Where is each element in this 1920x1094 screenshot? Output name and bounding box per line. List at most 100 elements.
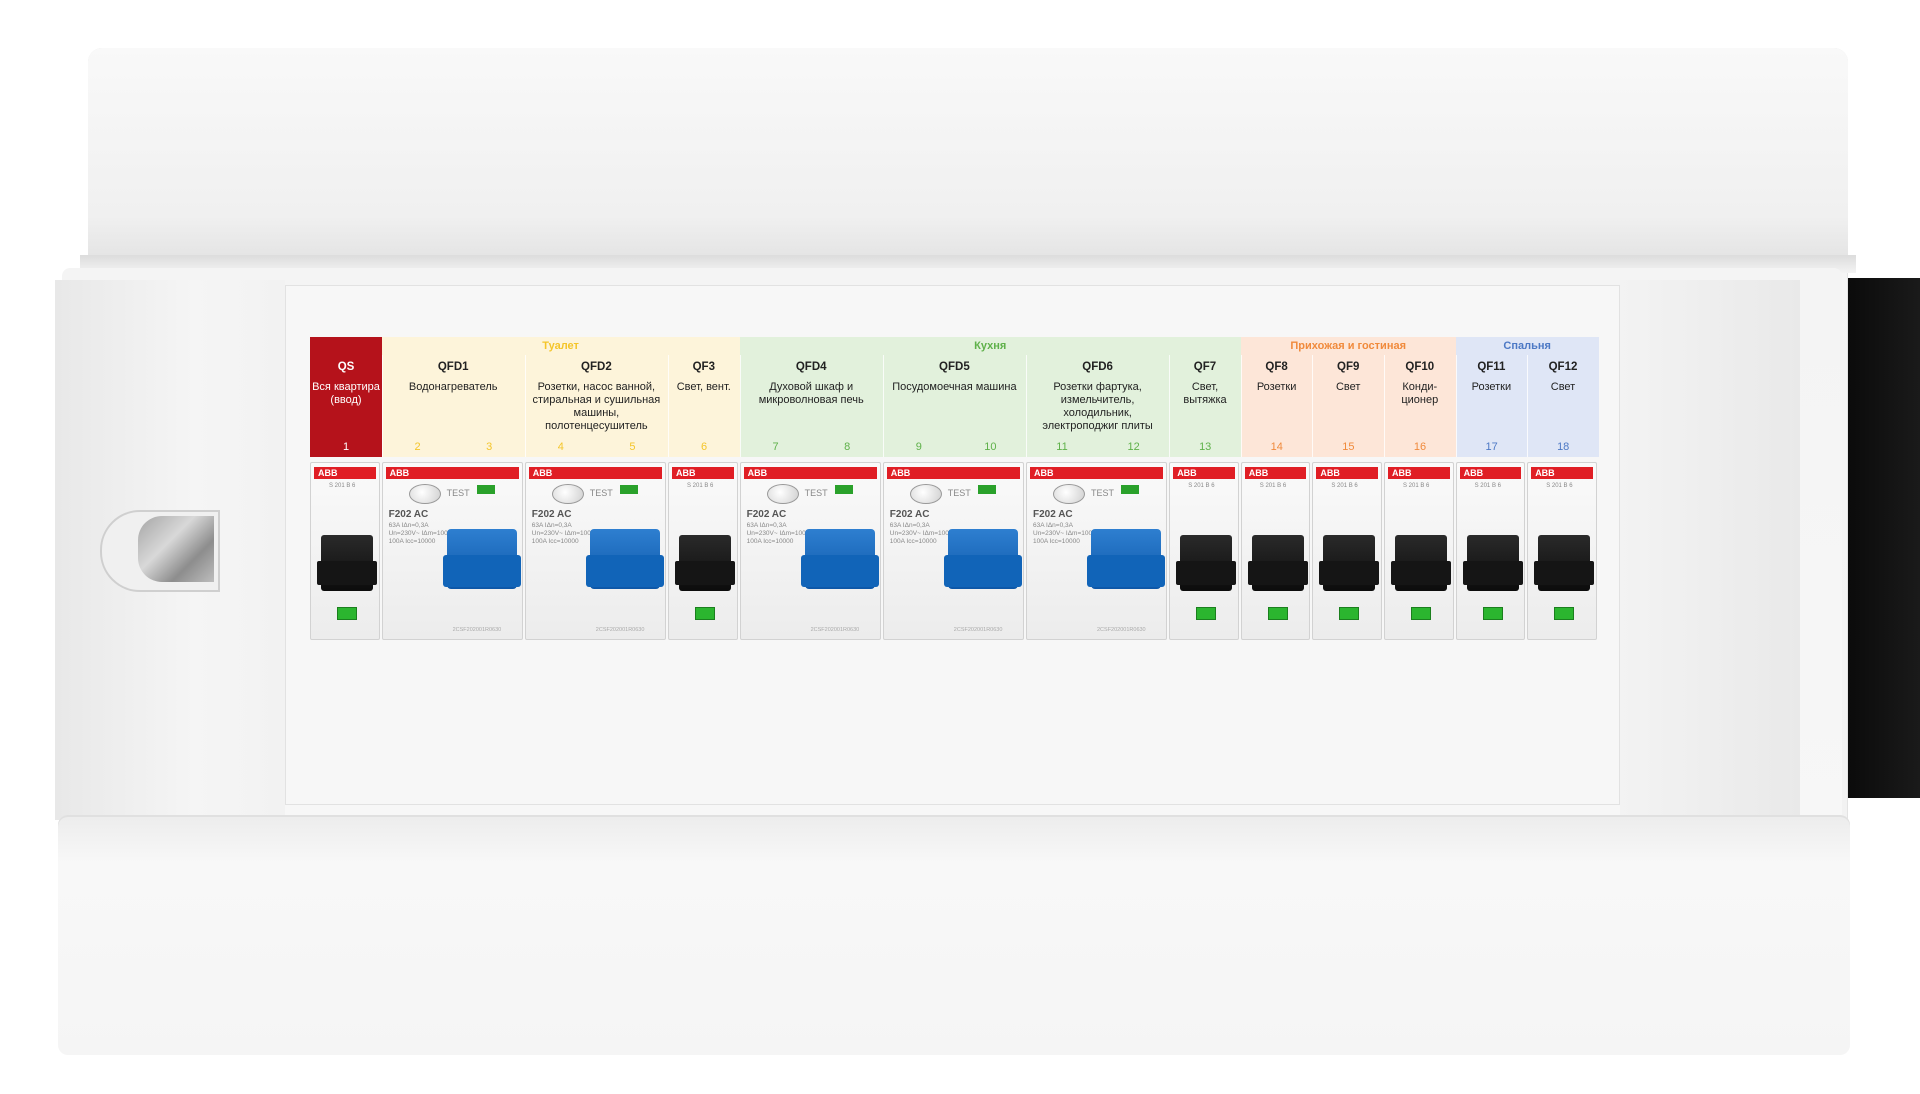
rcd-model: F202 AC	[388, 509, 429, 520]
qs-num: 1	[342, 441, 350, 453]
circuit-label-qf12: QF12 Свет	[1527, 355, 1599, 457]
rcd-model: F202 AC	[1033, 509, 1073, 520]
circuit-desc: Розетки, насос ванной, стиральная и суши…	[532, 381, 661, 432]
abb-logo: ABB	[385, 467, 519, 479]
breaker-qfd1: ABB TEST F202 AC 63A IΔn=0,3A Un=230V~ IΔm=…	[381, 462, 523, 640]
rcd-model: F202 AC	[746, 509, 787, 520]
circuit-label-qfd2: QFD2 Розетки, насос ванной, стиральная и …	[525, 355, 668, 457]
rcd-spec: 63A IΔn=0,3A Un=230V~ IΔm=1000A 100A Icc…	[746, 522, 814, 545]
rcd-article: 2CSF202001R0630	[810, 627, 860, 633]
toggle-nub	[675, 561, 735, 585]
abb-logo: ABB	[1316, 467, 1378, 479]
circuit-code: QFD1	[437, 361, 469, 373]
circuit-label-qfd6: QFD6 Розетки фартука, измельчитель, холод…	[1026, 355, 1169, 457]
circuit-code: QFD5	[939, 361, 970, 373]
circuit-label-qfd4: QFD4 Духовой шкаф и микроволновая печь	[740, 355, 883, 457]
circuit-code: QF8	[1265, 361, 1288, 373]
breaker-toggle[interactable]	[1462, 535, 1523, 591]
rcd-model: F202 AC	[531, 509, 572, 520]
enclosure-top-cover	[88, 48, 1848, 258]
status-indicator-icon	[695, 607, 715, 620]
circuit-code: QF11	[1477, 361, 1506, 373]
cell-divider	[1026, 355, 1027, 457]
circuit-label-qf11: QF11 Розетки	[1456, 355, 1528, 457]
zone-title-bedroom: Спальня	[1503, 340, 1551, 352]
rcd-toggle[interactable]	[1087, 529, 1165, 589]
cell-divider	[1384, 355, 1385, 457]
module-number: 7	[772, 441, 779, 453]
abb-logo: ABB	[314, 467, 376, 479]
breaker-toggle[interactable]	[1534, 535, 1595, 591]
qs-desc: Вся квартира (ввод)	[312, 381, 380, 406]
circuit-code: QFD4	[795, 361, 827, 373]
cell-divider	[1169, 355, 1171, 457]
circuit-code: QFD2	[581, 361, 612, 373]
breaker-spec: S 201 B 6	[1259, 483, 1287, 489]
breaker-spec: S 201 B 6	[1403, 483, 1430, 489]
module-number: 2	[414, 441, 421, 453]
breaker-toggle[interactable]	[1319, 535, 1380, 591]
module-number: 8	[844, 441, 851, 453]
zone-toilet: Туалет	[381, 337, 740, 457]
circuit-desc: Розетки	[1256, 381, 1297, 393]
test-button[interactable]	[766, 484, 799, 504]
toggle-nub	[1247, 561, 1308, 585]
breaker-toggle[interactable]	[1247, 535, 1308, 591]
rcd-toggle[interactable]	[943, 529, 1022, 589]
rcd-toggle[interactable]	[585, 529, 664, 589]
rcd-toggle[interactable]	[800, 529, 879, 589]
circuit-code: QFD6	[1082, 361, 1113, 373]
breaker-toggle[interactable]	[1176, 535, 1237, 591]
abb-logo: ABB	[886, 467, 1020, 479]
module-number: 13	[1199, 441, 1212, 453]
abb-logo: ABB	[1531, 467, 1593, 479]
test-button[interactable]	[551, 484, 584, 504]
circuit-desc: Свет	[1335, 381, 1361, 393]
test-button[interactable]	[1053, 484, 1085, 504]
test-label: TEST	[947, 488, 971, 498]
breaker-qf11: ABB S 201 B 6	[1455, 462, 1526, 640]
circuit-code: QF10	[1405, 361, 1435, 373]
module-number: 15	[1342, 441, 1355, 453]
module-number: 10	[984, 441, 997, 453]
circuit-label-qf9: QF9 Свет	[1312, 355, 1384, 457]
rcd-spec: 63A IΔn=0,3A Un=230V~ IΔm=1000A 100A Icc…	[1033, 522, 1100, 545]
zone-kitchen: Кухня	[739, 337, 1241, 457]
qs-code: QS	[337, 361, 355, 373]
rcd-toggle[interactable]	[442, 529, 521, 589]
status-indicator-icon	[1482, 607, 1503, 620]
breaker-toggle[interactable]	[675, 535, 735, 591]
test-label: TEST	[446, 488, 470, 498]
zone-hall: Прихожая и гостиная	[1240, 337, 1456, 457]
test-button[interactable]	[909, 484, 942, 504]
rcd-article: 2CSF202001R0630	[595, 627, 645, 633]
abb-logo: ABB	[1388, 467, 1450, 479]
rcd-spec: 63A IΔn=0,3A Un=230V~ IΔm=1000A 100A Icc…	[388, 522, 456, 545]
breaker-qf8: ABB S 201 B 6	[1240, 462, 1311, 640]
circuit-desc: Свет	[1550, 381, 1576, 393]
qs-label: QS Вся квартира (ввод) 1	[310, 337, 382, 457]
abb-logo: ABB	[1244, 467, 1307, 479]
abb-logo: ABB	[743, 467, 877, 479]
cover-latch[interactable]	[100, 510, 220, 592]
cell-divider	[524, 355, 526, 457]
circuit-label-qf10: QF10 Конди- ционер	[1384, 355, 1456, 457]
breaker-toggle[interactable]	[317, 535, 377, 591]
enclosure-bottom-cover	[58, 815, 1850, 1055]
circuit-label-qf7: QF7 Свет, вытяжка	[1169, 355, 1241, 457]
module-number: 9	[915, 441, 922, 453]
breaker-spec: S 201 B 6	[1331, 483, 1358, 489]
breaker-toggle[interactable]	[1391, 535, 1451, 591]
test-label: TEST	[804, 488, 828, 498]
toggle-nub	[442, 555, 521, 587]
cell-divider	[381, 355, 383, 457]
toggle-nub	[800, 555, 879, 587]
trip-indicator-icon	[476, 485, 495, 494]
test-button[interactable]	[408, 484, 441, 504]
cell-divider	[1527, 355, 1529, 457]
breaker-spec: S 201 B 6	[1474, 483, 1501, 489]
circuit-desc: Посудомоечная машина	[892, 381, 1017, 393]
breaker-qfd5: ABB TEST F202 AC 63A IΔn=0,3A Un=230V~ IΔm=…	[882, 462, 1024, 640]
module-number: 4	[557, 441, 564, 453]
circuit-desc: Розетки	[1471, 381, 1512, 393]
